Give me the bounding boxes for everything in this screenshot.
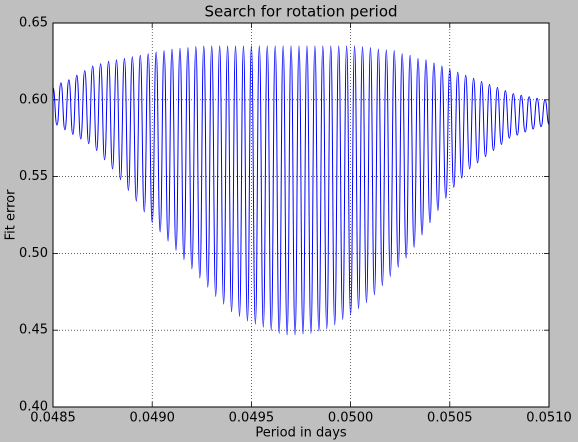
y-axis-label: Fit error: [4, 189, 19, 241]
x-tick-label: 0.0485: [30, 411, 76, 426]
x-tick-label: 0.0505: [427, 411, 473, 426]
y-tick-label: 0.50: [19, 246, 48, 261]
y-tick-label: 0.40: [19, 400, 48, 415]
y-tick-label: 0.60: [19, 92, 48, 107]
x-tick-label: 0.0500: [328, 411, 374, 426]
x-tick-label: 0.0495: [229, 411, 275, 426]
chart-title: Search for rotation period: [204, 3, 397, 21]
x-axis-label: Period in days: [255, 426, 347, 441]
x-tick-label: 0.0510: [526, 411, 572, 426]
y-tick-label: 0.45: [19, 323, 48, 338]
y-tick-label: 0.65: [19, 16, 48, 31]
data-line: [52, 45, 550, 336]
y-tick-label: 0.55: [19, 169, 48, 184]
x-tick-label: 0.0490: [129, 411, 175, 426]
plot-frame: [52, 22, 550, 408]
